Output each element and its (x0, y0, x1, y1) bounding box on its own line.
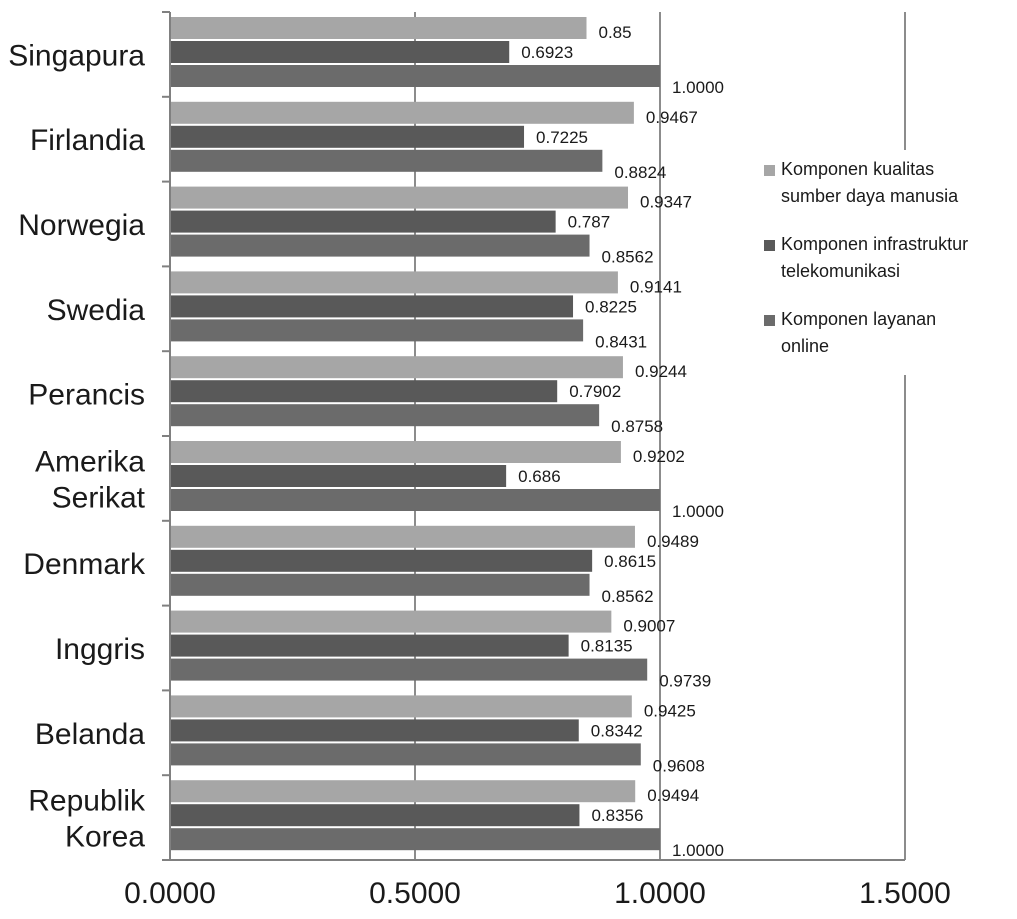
bar (170, 441, 621, 463)
data-label: 1.0000 (672, 841, 724, 860)
category-label: Republik (28, 785, 146, 818)
data-label: 0.7902 (569, 382, 621, 401)
data-labels: 0.85 0.6923 1.0000 0.9467 0.7225 0.8824 0.9347… (518, 23, 724, 860)
legend-entry: Komponen infrastruktur (781, 234, 968, 254)
bar (170, 380, 558, 403)
legend-swatch (764, 315, 775, 326)
bar (170, 125, 525, 148)
data-label: 0.8342 (591, 721, 643, 740)
data-label: 0.9007 (623, 617, 675, 636)
legend-entry: online (781, 336, 829, 356)
bar (170, 101, 634, 124)
bar (170, 610, 612, 633)
bar (170, 634, 569, 657)
legend-swatch (764, 240, 775, 251)
data-label: 0.7225 (536, 128, 588, 147)
data-label: 0.9467 (646, 108, 698, 127)
data-label: 0.9739 (659, 672, 711, 691)
data-label: 0.686 (518, 467, 561, 486)
data-label: 0.8225 (585, 297, 637, 316)
bar (170, 828, 660, 851)
x-tick-label: 0.5000 (369, 877, 461, 910)
bar (170, 658, 648, 681)
data-label: 0.9608 (653, 756, 705, 775)
data-label: 0.9489 (647, 532, 699, 551)
bar (170, 210, 556, 233)
data-label: 0.8135 (581, 637, 633, 656)
category-label: Norwegia (18, 209, 145, 242)
legend-entry: Komponen layanan (781, 309, 936, 329)
category-label: Serikat (52, 481, 146, 514)
bar (170, 295, 574, 318)
data-label: 0.787 (568, 213, 611, 232)
bar (170, 465, 507, 487)
bar (170, 695, 632, 718)
bar (170, 804, 580, 827)
bar (170, 65, 660, 87)
bar (170, 780, 636, 803)
category-label: Inggris (55, 633, 145, 666)
data-label: 0.8758 (611, 417, 663, 436)
bar (170, 573, 590, 596)
data-label: 0.85 (599, 23, 632, 42)
data-label: 0.9244 (635, 362, 687, 381)
bar (170, 743, 641, 766)
bar (170, 319, 584, 342)
data-label: 0.9141 (630, 277, 682, 296)
legend-entry: telekomunikasi (781, 261, 900, 281)
data-label: 1.0000 (672, 502, 724, 521)
data-label: 0.8562 (602, 587, 654, 606)
bar (170, 17, 587, 39)
category-label: Swedia (47, 294, 146, 327)
data-label: 1.0000 (672, 78, 724, 97)
axes: Singapura Firlandia Norwegia Swedia Perancis… (8, 11, 951, 910)
bar (170, 41, 510, 63)
category-label: Denmark (23, 548, 146, 581)
category-label: Firlandia (30, 124, 145, 157)
bar (170, 489, 660, 511)
bar (170, 234, 590, 257)
bar (170, 525, 635, 548)
bar (170, 719, 579, 742)
data-label: 0.9425 (644, 701, 696, 720)
bar (170, 149, 603, 172)
data-label: 0.8824 (614, 163, 666, 182)
category-label: Belanda (35, 718, 145, 751)
bars (170, 17, 660, 851)
category-label: Amerika (35, 445, 145, 478)
bar (170, 186, 629, 209)
category-label: Singapura (8, 39, 145, 72)
category-label: Korea (65, 821, 145, 854)
bar (170, 356, 623, 379)
x-tick-label: 0.0000 (124, 877, 216, 910)
data-label: 0.6923 (521, 43, 573, 62)
data-label: 0.8356 (591, 806, 643, 825)
bar (170, 271, 618, 294)
data-label: 0.8431 (595, 332, 647, 351)
data-label: 0.9202 (633, 447, 685, 466)
legend: Komponen kualitas sumber daya manusia Komp… (764, 159, 968, 356)
category-label: Perancis (28, 379, 145, 412)
bar (170, 549, 593, 572)
data-label: 0.8562 (602, 248, 654, 267)
x-tick-label: 1.5000 (859, 877, 951, 910)
data-label: 0.9494 (647, 786, 699, 805)
data-label: 0.8615 (604, 552, 656, 571)
legend-entry: sumber daya manusia (781, 186, 959, 206)
x-tick-label: 1.0000 (614, 877, 706, 910)
bar (170, 404, 600, 427)
legend-swatch (764, 165, 775, 176)
legend-entry: Komponen kualitas (781, 159, 934, 179)
data-label: 0.9347 (640, 193, 692, 212)
